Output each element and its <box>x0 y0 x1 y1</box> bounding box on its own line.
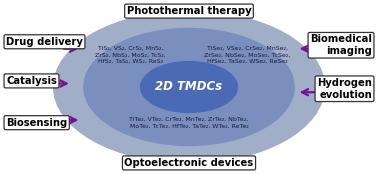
Text: Hydrogen
evolution: Hydrogen evolution <box>317 78 372 100</box>
Text: TiS₂, VS₂, CrS₂, MnS₂,
ZrS₂, NbS₂, MoS₂, TcS₂,
HfS₂, TaS₂, WS₂, ReS₂: TiS₂, VS₂, CrS₂, MnS₂, ZrS₂, NbS₂, MoS₂,… <box>95 46 166 64</box>
Text: Drug delivery: Drug delivery <box>6 37 83 47</box>
Text: Catalysis: Catalysis <box>6 76 57 86</box>
Text: 2D TMDCs: 2D TMDCs <box>155 81 223 93</box>
Text: TiTe₂, VTe₂, CrTe₂, MnTe₂, ZrTe₂, NbTe₂,
MoTe₂, TcTe₂, HfTe₂, TaTe₂, WTe₂, ReTe₂: TiTe₂, VTe₂, CrTe₂, MnTe₂, ZrTe₂, NbTe₂,… <box>129 117 249 128</box>
Ellipse shape <box>83 28 295 146</box>
Ellipse shape <box>53 10 325 164</box>
Ellipse shape <box>140 61 238 113</box>
Text: Photothermal therapy: Photothermal therapy <box>127 6 251 16</box>
Text: Optoelectronic devices: Optoelectronic devices <box>124 158 254 168</box>
Text: Biosensing: Biosensing <box>6 118 67 128</box>
Text: TiSe₂, VSe₂, CrSe₂, MnSe₂,
ZrSe₂, NbSe₂, MoSe₂, TcSe₂,
HfSe₂, TaSe₂, WSe₂, ReSe₂: TiSe₂, VSe₂, CrSe₂, MnSe₂, ZrSe₂, NbSe₂,… <box>204 46 291 64</box>
Text: Biomedical
imaging: Biomedical imaging <box>310 34 372 56</box>
